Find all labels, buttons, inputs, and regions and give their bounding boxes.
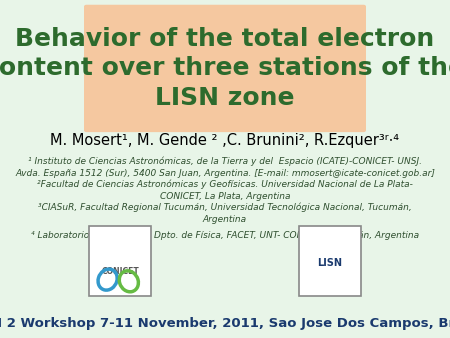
Text: ³CIASuR, Facultad Regional Tucumán, Universidad Tecnológica Nacional, Tucumán,
A: ³CIASuR, Facultad Regional Tucumán, Univ… <box>38 202 412 223</box>
Text: ²Facultad de Ciencias Astronómicas y Geofísicas. Universidad Nacional de La Plat: ²Facultad de Ciencias Astronómicas y Geo… <box>37 179 413 201</box>
Text: Behavior of the total electron
content over three stations of the
LISN zone: Behavior of the total electron content o… <box>0 27 450 110</box>
Text: ¹ Instituto de Ciencias Astronómicas, de la Tierra y del  Espacio (ICATE)-CONICE: ¹ Instituto de Ciencias Astronómicas, de… <box>15 157 435 178</box>
Text: LISN 2 Workshop 7-11 November, 2011, Sao Jose Dos Campos, Brazil: LISN 2 Workshop 7-11 November, 2011, Sao… <box>0 317 450 330</box>
Text: CONICET: CONICET <box>101 267 139 276</box>
Text: M. Mosert¹, M. Gende ² ,C. Brunini², R.Ezquer³ʳ⋅⁴: M. Mosert¹, M. Gende ² ,C. Brunini², R.E… <box>50 133 400 148</box>
Text: LISN: LISN <box>317 258 342 268</box>
Text: ⁴ Laboratorio de Ionósfera, Dpto. de Física, FACET, UNT- CONICET, Tucumán, Argen: ⁴ Laboratorio de Ionósfera, Dpto. de Fís… <box>31 231 419 240</box>
FancyBboxPatch shape <box>89 226 152 296</box>
FancyBboxPatch shape <box>84 5 366 132</box>
FancyBboxPatch shape <box>298 226 361 296</box>
